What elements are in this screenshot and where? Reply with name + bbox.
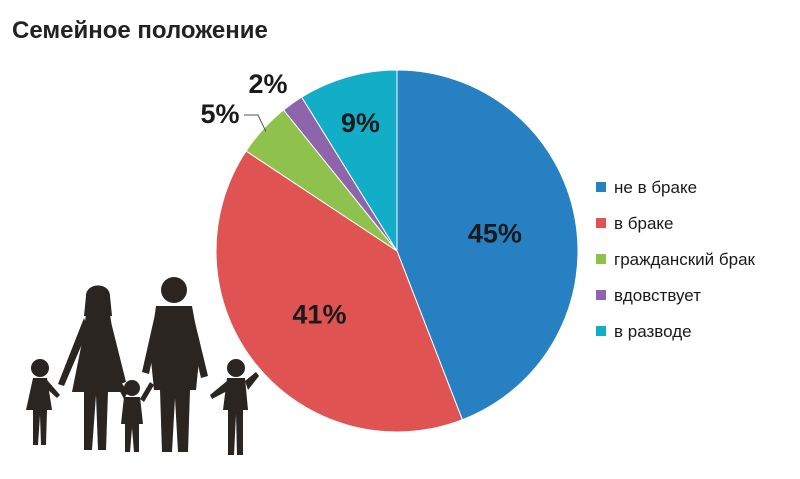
- data-label: 41%: [292, 299, 346, 329]
- data-label: 9%: [341, 108, 380, 138]
- data-label: 5%: [200, 99, 239, 129]
- legend-swatch: [596, 218, 606, 228]
- legend-swatch: [596, 326, 606, 336]
- legend-item: гражданский брак: [596, 250, 756, 269]
- legend: не в браке в браке гражданский брак вдовств…: [596, 178, 756, 341]
- pie-slice-1: [396, 69, 579, 421]
- pie-slice-5: [301, 69, 398, 253]
- legend-label: в браке: [614, 214, 673, 233]
- legend-item: в браке: [596, 214, 673, 233]
- legend-label: гражданский брак: [614, 250, 756, 269]
- legend-item: вдовствует: [596, 286, 701, 305]
- family-silhouette-icon: [26, 277, 259, 455]
- leader-line: [244, 114, 267, 132]
- legend-item: не в браке: [596, 178, 697, 197]
- legend-swatch: [596, 254, 606, 264]
- legend-swatch: [596, 182, 606, 192]
- legend-label: не в браке: [614, 178, 697, 197]
- legend-label: вдовствует: [614, 286, 701, 305]
- data-label: 45%: [468, 219, 522, 249]
- data-label: 2%: [248, 69, 287, 99]
- legend-item: в разводе: [596, 322, 692, 341]
- legend-label: в разводе: [614, 322, 692, 341]
- leader-lines: [244, 114, 267, 132]
- pie-slice-2: [215, 150, 464, 433]
- chart-title: Семейное положение: [12, 17, 268, 44]
- pie-slices: [215, 69, 579, 433]
- data-labels: 45% 41% 5% 2% 9%: [200, 69, 521, 329]
- legend-swatch: [596, 290, 606, 300]
